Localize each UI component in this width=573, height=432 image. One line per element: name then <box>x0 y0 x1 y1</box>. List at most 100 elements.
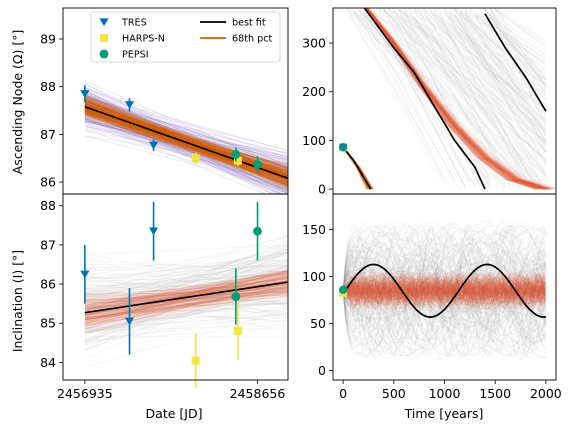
posterior-draw-line <box>84 109 288 158</box>
x-tick-label: 500 <box>382 386 406 401</box>
posterior-draw-line <box>84 246 288 301</box>
posterior-draw-line <box>84 272 288 343</box>
x-tick-label: 1000 <box>429 386 461 401</box>
pct68-draw-line <box>84 287 288 299</box>
posterior-track <box>484 8 547 87</box>
posterior-draw-line <box>84 265 288 343</box>
pct68-track <box>342 278 546 304</box>
posterior-track <box>494 8 547 49</box>
posterior-draw-line <box>84 96 288 163</box>
y-tick-label: 100 <box>302 133 326 148</box>
posterior-track <box>454 10 547 81</box>
pct68-track <box>342 286 546 296</box>
posterior-track <box>342 225 547 356</box>
pct68-draw-line <box>84 97 288 186</box>
posterior-draw-line <box>84 122 288 188</box>
posterior-track <box>342 281 546 301</box>
pct68-track <box>365 8 543 190</box>
posterior-track <box>444 8 547 184</box>
posterior-track <box>342 221 547 361</box>
posterior-track <box>428 17 511 183</box>
posterior-track <box>398 10 486 185</box>
pct68-track <box>342 282 546 299</box>
pct68-track <box>365 8 546 190</box>
pct68-draw-line <box>84 295 288 304</box>
y-tick-label: 85 <box>40 316 56 331</box>
pct68-draw-line <box>84 282 288 295</box>
posterior-track <box>423 8 547 86</box>
posterior-track <box>393 9 547 187</box>
posterior-draw-line <box>84 83 288 191</box>
posterior-track <box>342 272 547 309</box>
posterior-track <box>362 14 445 182</box>
posterior-draw-line <box>84 104 288 194</box>
posterior-draw-line <box>84 249 288 297</box>
posterior-track <box>459 9 547 126</box>
pct68-track <box>342 273 546 308</box>
posterior-draw-line <box>84 111 288 168</box>
pct68-track <box>342 277 546 304</box>
posterior-track <box>342 283 546 298</box>
best-fit-line <box>342 263 546 318</box>
pct68-track <box>365 8 544 190</box>
y-tick-label: 87 <box>40 237 56 252</box>
posterior-track <box>363 13 506 185</box>
pct68-track <box>342 275 546 307</box>
posterior-draw-line <box>84 319 288 340</box>
legend-marker-swatch <box>99 49 109 59</box>
posterior-track <box>342 228 547 353</box>
posterior-draw-line <box>84 118 288 171</box>
posterior-draw-line <box>84 244 288 256</box>
posterior-track <box>459 8 547 101</box>
posterior-draw-line <box>84 97 274 194</box>
pct68-track <box>365 8 542 190</box>
posterior-draw-line <box>84 296 288 318</box>
pct68-track <box>342 286 546 295</box>
posterior-draw-line <box>84 256 288 312</box>
posterior-track <box>408 9 527 187</box>
posterior-track <box>342 255 547 326</box>
pct68-track <box>342 272 546 310</box>
posterior-track <box>494 8 547 69</box>
posterior-track <box>454 8 547 150</box>
pct68-track <box>342 279 546 302</box>
posterior-draw-line <box>84 117 288 190</box>
posterior-track <box>474 10 547 66</box>
pct68-draw-line <box>84 275 288 322</box>
pct68-track <box>342 272 546 310</box>
pct68-draw-line <box>84 271 288 321</box>
posterior-track <box>342 232 547 349</box>
posterior-track <box>342 234 547 348</box>
pct68-track <box>366 8 550 190</box>
posterior-track <box>342 266 547 316</box>
y-tick-label: 300 <box>302 36 326 51</box>
posterior-track <box>342 229 547 352</box>
pct68-track <box>342 276 546 306</box>
posterior-draw-line <box>84 276 288 287</box>
pct68-track <box>366 8 547 190</box>
posterior-track <box>388 8 537 186</box>
pct68-draw-line <box>84 277 288 307</box>
posterior-draw-line <box>84 274 288 283</box>
pct68-track <box>342 274 546 307</box>
pct68-draw-line <box>84 99 288 189</box>
pct68-track <box>342 275 546 307</box>
posterior-draw-line <box>84 93 288 152</box>
posterior-track <box>454 14 547 154</box>
plot-area <box>84 80 288 194</box>
pct68-track <box>367 8 556 190</box>
pct68-draw-line <box>84 283 288 308</box>
posterior-draw-line <box>84 88 275 194</box>
posterior-track <box>363 13 506 189</box>
pct68-track <box>342 271 546 310</box>
posterior-track <box>454 9 547 86</box>
posterior-track <box>403 9 547 152</box>
posterior-track <box>342 241 547 341</box>
posterior-track <box>342 229 547 353</box>
pct68-draw-line <box>84 110 288 181</box>
pct68-track <box>342 281 546 300</box>
posterior-draw-line <box>84 94 288 171</box>
y-tick-label: 86 <box>40 175 56 190</box>
posterior-draw-line <box>84 108 288 185</box>
pct68-draw-line <box>84 105 288 188</box>
